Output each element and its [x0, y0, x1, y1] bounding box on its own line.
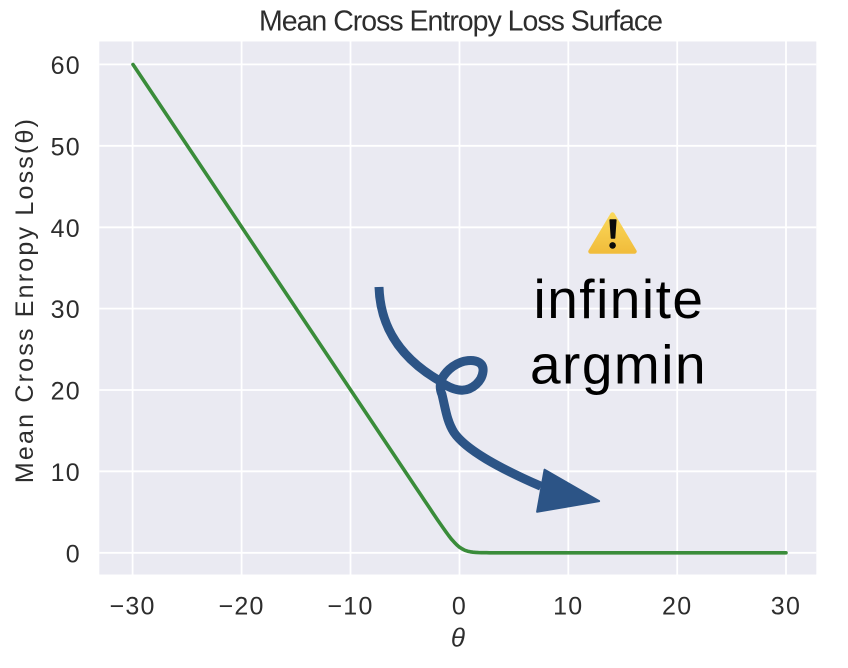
- svg-text:30: 30: [51, 296, 81, 324]
- svg-text:−20: −20: [218, 592, 264, 620]
- svg-text:20: 20: [662, 592, 692, 620]
- svg-text:50: 50: [51, 133, 81, 161]
- svg-text:θ: θ: [451, 623, 465, 653]
- svg-text:Mean Cross Enropy Loss(θ): Mean Cross Enropy Loss(θ): [11, 117, 39, 483]
- svg-text:infinite: infinite: [534, 268, 705, 330]
- svg-text:−10: −10: [327, 592, 373, 620]
- svg-text:60: 60: [51, 52, 81, 80]
- svg-text:40: 40: [51, 215, 81, 243]
- svg-text:0: 0: [452, 592, 467, 620]
- svg-text:−30: −30: [109, 592, 155, 620]
- svg-text:10: 10: [553, 592, 583, 620]
- svg-text:argmin: argmin: [530, 334, 707, 396]
- svg-text:30: 30: [771, 592, 801, 620]
- svg-text:20: 20: [51, 378, 81, 406]
- svg-text:Mean Cross Entropy Loss Surfac: Mean Cross Entropy Loss Surface: [259, 6, 662, 38]
- svg-text:10: 10: [51, 459, 81, 487]
- svg-text:0: 0: [66, 540, 81, 568]
